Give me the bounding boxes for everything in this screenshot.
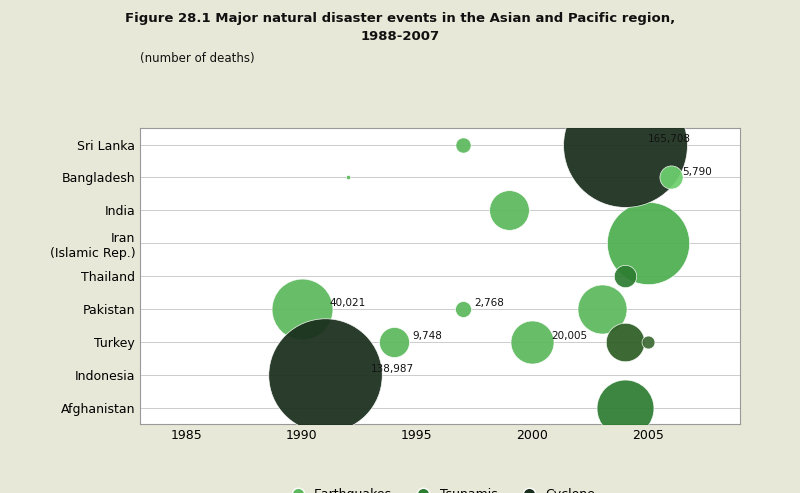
Point	[318, 371, 331, 379]
Point	[387, 338, 400, 346]
Point	[526, 338, 538, 346]
Legend: Earthquakes, Tsunamis, Cyclone: Earthquakes, Tsunamis, Cyclone	[280, 484, 600, 493]
Text: 9,748: 9,748	[412, 331, 442, 341]
Point	[457, 141, 470, 148]
Point	[642, 338, 654, 346]
Point	[642, 239, 654, 247]
Text: 5,790: 5,790	[682, 167, 712, 177]
Point	[618, 272, 631, 280]
Point	[595, 305, 608, 313]
Point	[618, 404, 631, 412]
Point	[618, 141, 631, 148]
Point	[618, 338, 631, 346]
Text: 20,005: 20,005	[550, 331, 587, 341]
Point	[457, 305, 470, 313]
Point	[342, 174, 354, 181]
Text: (number of deaths): (number of deaths)	[140, 52, 254, 65]
Text: 138,987: 138,987	[370, 364, 414, 374]
Text: 2,768: 2,768	[474, 298, 505, 308]
Text: 165,708: 165,708	[648, 134, 690, 144]
Point	[664, 174, 677, 181]
Text: 1988-2007: 1988-2007	[361, 30, 439, 42]
Point	[295, 305, 308, 313]
Text: Figure 28.1 Major natural disaster events in the Asian and Pacific region,: Figure 28.1 Major natural disaster event…	[125, 12, 675, 25]
Point	[503, 207, 516, 214]
Text: 40,021: 40,021	[330, 298, 366, 308]
